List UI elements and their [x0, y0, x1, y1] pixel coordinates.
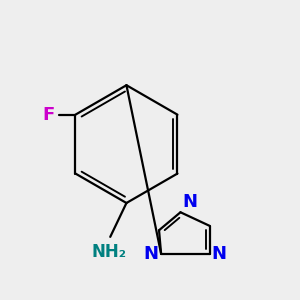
Text: NH₂: NH₂: [91, 243, 126, 261]
Text: N: N: [182, 193, 197, 211]
Text: F: F: [43, 106, 55, 124]
Text: N: N: [144, 245, 159, 263]
Text: N: N: [211, 245, 226, 263]
